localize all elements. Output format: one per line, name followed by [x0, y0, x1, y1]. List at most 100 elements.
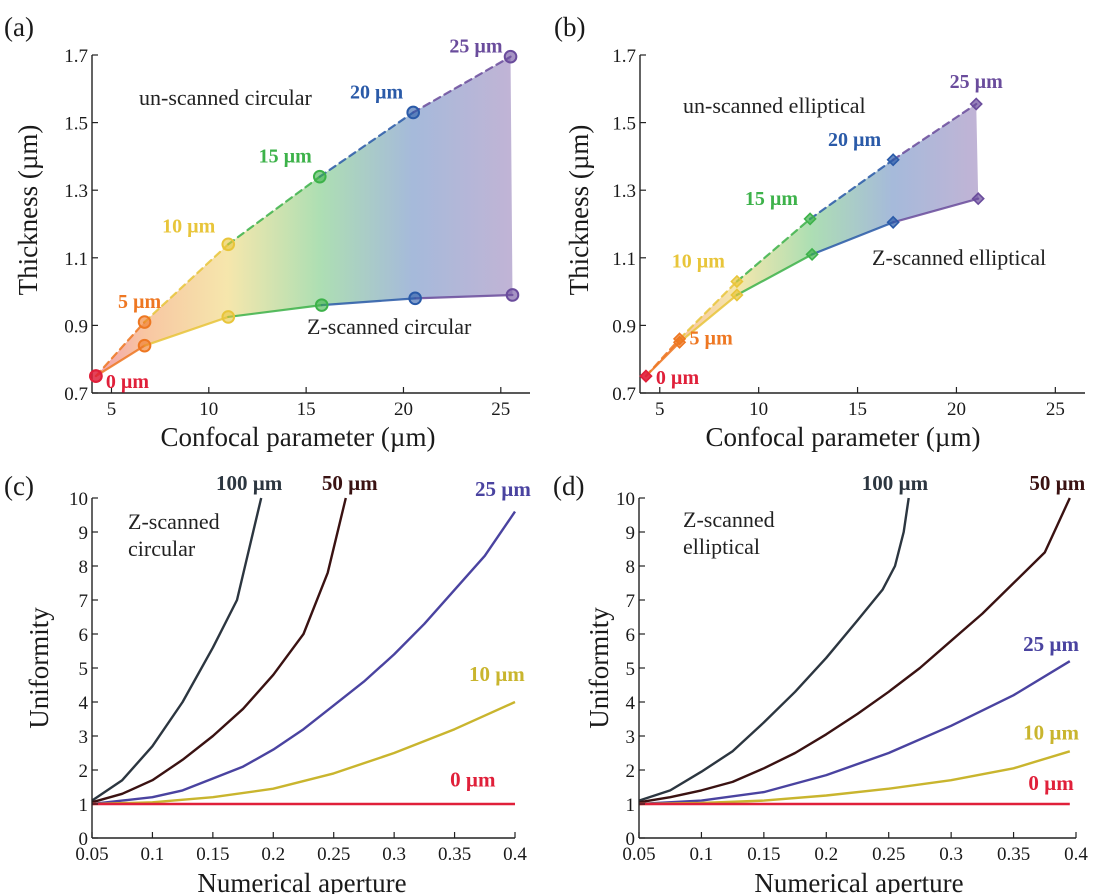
panel-d-y-tick-label: 3 — [626, 727, 636, 748]
panel-b-zscanned-segment — [810, 221, 895, 256]
panel-b-point-label: 5 µm — [690, 327, 734, 349]
panel-a-point-label: 5 µm — [118, 291, 162, 313]
panel-d-x-tick-label: 0.05 — [622, 844, 655, 865]
panel-c-y-tick-label: 7 — [79, 591, 89, 612]
panel-a-ylabel: Thickness (µm) — [13, 125, 43, 296]
panel-b-unscanned-segment — [808, 158, 895, 221]
panel-b-x-tick-label: 25 — [1046, 399, 1065, 420]
panel-d-y-tick-label: 7 — [626, 591, 636, 612]
panel-d-y-tick-label: 9 — [626, 523, 636, 544]
panel-a-y-tick-label: 1.3 — [64, 181, 88, 202]
panel-a-line-layer — [94, 55, 514, 378]
panel-b-unscanned-segment — [678, 280, 739, 341]
panel-c: (c) Uniformity Numerical aperture 0.05 0.… — [4, 471, 531, 894]
panel-b-point-label: 25 µm — [950, 71, 1004, 93]
panel-b-point-label: 20 µm — [828, 129, 882, 151]
panel-d-x-tick-label: 0.3 — [939, 844, 963, 865]
panel-a-x-tick-label: 20 — [394, 399, 413, 420]
panel-a-y-tick-label: 1.7 — [64, 46, 88, 67]
panel-d-line-layer — [638, 497, 1071, 806]
panel-c-x-tick-label: 0.05 — [75, 844, 108, 865]
panel-c-series-label: 0 µm — [450, 767, 496, 791]
panel-a-point-label: 10 µm — [162, 215, 216, 237]
panel-b-shaded-region — [645, 104, 979, 377]
panel-d-ylabel: Uniformity — [584, 607, 614, 729]
panel-b-zscanned-point — [886, 215, 900, 229]
panel-a: (a) Thickness (µm) Confocal parameter (µ… — [4, 12, 530, 452]
panel-c-x-tick-label: 0.2 — [261, 844, 285, 865]
panel-b-zscanned-segment — [678, 293, 739, 344]
panel-b-unscanned-point — [969, 97, 983, 111]
panel-d-axes: 0.05 0.1 0.15 0.2 0.25 0.3 0.35 0.4 0 1 2 3 4 5 6 7 8 9 10 — [616, 489, 1088, 865]
panel-c-x-tick-label: 0.4 — [503, 844, 527, 865]
panel-b-unscanned-point — [730, 274, 744, 289]
panel-a-x-tick-label: 15 — [297, 399, 316, 420]
panel-a-point-label: 25 µm — [449, 36, 503, 58]
panel-b-unscanned-point — [803, 212, 817, 226]
panel-a-series-name-zscanned: Z-scanned circular — [307, 314, 472, 339]
panel-a-unscanned-point — [221, 237, 236, 252]
panel-a-zscanned-segment — [320, 297, 417, 307]
panel-b-label-layer: 0 µm 5 µm 10 µm 15 µm 20 µm 25 µm — [656, 71, 1003, 389]
panel-c-y-tick-label: 10 — [69, 489, 88, 510]
panel-a-unscanned-segment — [227, 175, 321, 246]
panel-c-annotation-line-1: Z-scanned — [128, 509, 220, 534]
panel-b-zscanned-segment — [644, 341, 681, 378]
panel-c-x-tick-label: 0.3 — [382, 844, 406, 865]
panel-c-series-label: 100 µm — [216, 471, 283, 495]
panel-b-point-label: 15 µm — [745, 188, 799, 210]
panel-d-annotation-line-1: Z-scanned — [683, 507, 775, 532]
panel-a-series-name-unscanned: un-scanned circular — [139, 85, 313, 110]
panel-a-unscanned-point — [137, 315, 152, 329]
panel-d-series-line — [638, 660, 1071, 806]
panel-c-line-layer — [91, 497, 516, 806]
panel-a-zscanned-segment — [94, 344, 146, 378]
panel-c-series-line — [91, 497, 347, 804]
panel-b-x-tick-label: 20 — [947, 399, 966, 420]
panel-b-fill-layer — [645, 104, 979, 377]
panel-a-xlabel: Confocal parameter (µm) — [161, 422, 436, 452]
panel-a-x-tick-label: 5 — [107, 399, 117, 420]
panel-c-series-label: 50 µm — [322, 471, 378, 495]
panel-a-label: (a) — [4, 12, 34, 42]
panel-d-series-label: 50 µm — [1029, 471, 1085, 495]
panel-b-point-label: 10 µm — [672, 250, 726, 272]
panel-c-y-tick-label: 9 — [79, 523, 89, 544]
panel-b-y-tick-label: 1.1 — [612, 249, 636, 270]
panel-d-annotation: Z-scanned elliptical — [683, 507, 780, 559]
panel-a-axes: 5 10 15 20 25 0.7 0.9 1.1 1.3 1.5 1.7 — [64, 46, 530, 420]
panel-c-series-line — [91, 510, 516, 806]
panel-b-unscanned-segment — [892, 102, 978, 161]
panel-a-point-label: 15 µm — [259, 146, 313, 168]
panel-d-xlabel: Numerical aperture — [754, 868, 963, 894]
panel-b-x-tick-label: 5 — [655, 399, 665, 420]
panel-b: (b) Thickness (µm) Confocal parameter (µ… — [554, 12, 1085, 452]
panel-c-y-tick-label: 5 — [79, 659, 89, 680]
panel-d-series-label: 10 µm — [1023, 720, 1079, 744]
panel-c-label: (c) — [4, 471, 34, 501]
panel-a-zscanned-segment — [227, 304, 323, 319]
panel-b-unscanned-segment — [644, 337, 681, 378]
panel-d-x-tick-label: 0.15 — [747, 844, 780, 865]
panel-a-x-tick-label: 25 — [491, 399, 510, 420]
panel-b-series-name-unscanned: un-scanned elliptical — [683, 93, 866, 118]
panel-a-zscanned-segment — [143, 315, 230, 347]
panel-b-xlabel: Confocal parameter (µm) — [706, 422, 981, 452]
panel-c-label-layer: 100 µm 50 µm 25 µm 10 µm 0 µm — [216, 471, 531, 791]
panel-a-unscanned-point — [312, 169, 327, 184]
panel-d-y-tick-label: 2 — [626, 761, 636, 782]
panel-c-y-tick-label: 2 — [79, 761, 89, 782]
panel-a-zscanned-point — [408, 291, 422, 306]
panel-b-zscanned-point — [971, 192, 985, 206]
panel-a-unscanned-segment — [94, 320, 146, 378]
panel-b-line-layer — [644, 102, 980, 378]
panel-b-x-tick-label: 15 — [848, 399, 867, 420]
panel-d-y-tick-label: 0 — [626, 829, 636, 850]
panel-b-unscanned-segment — [735, 217, 812, 283]
panel-d: (d) Uniformity Numerical aperture 0.05 0.… — [553, 471, 1088, 894]
panel-b-x-tick-label: 10 — [749, 399, 768, 420]
panel-d-y-tick-label: 5 — [626, 659, 636, 680]
panel-d-label: (d) — [553, 471, 584, 501]
panel-c-y-tick-label: 6 — [79, 625, 89, 646]
